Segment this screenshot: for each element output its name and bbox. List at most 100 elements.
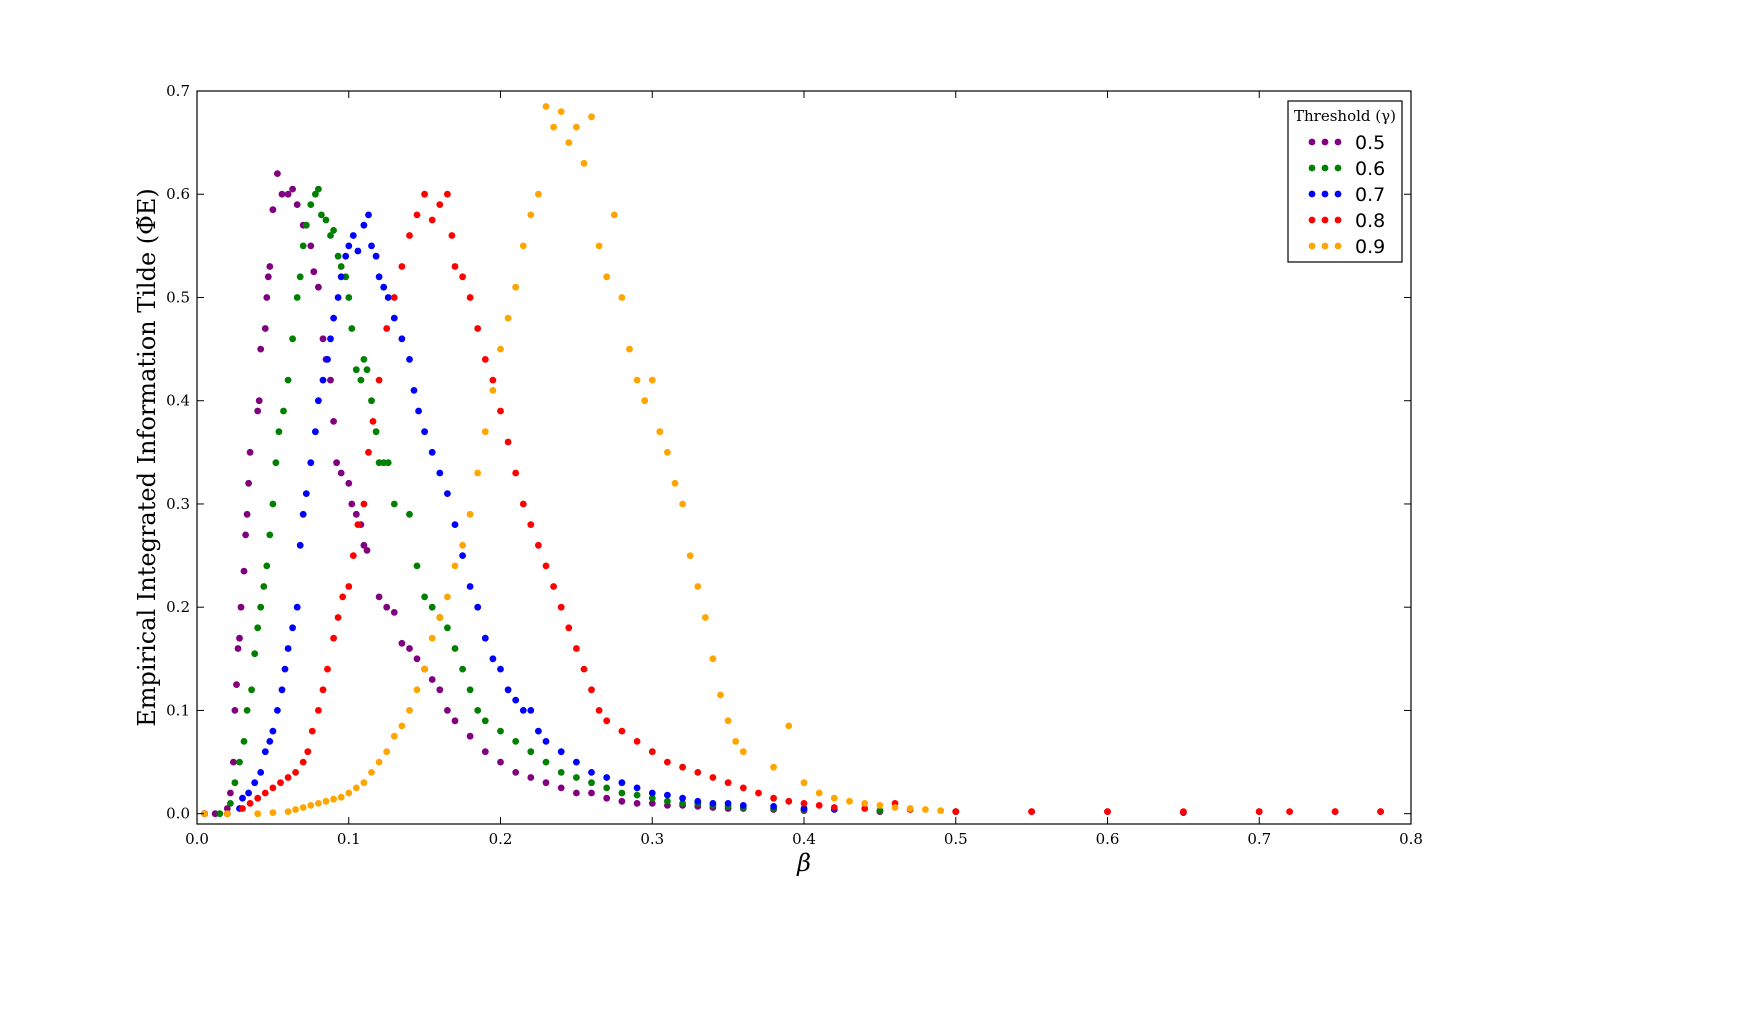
data-point — [557, 603, 565, 611]
data-point — [375, 758, 383, 766]
data-point — [861, 800, 869, 807]
data-point — [223, 810, 231, 818]
data-point — [679, 500, 686, 508]
data-point — [315, 707, 322, 714]
legend: Threshold (γ) 0.5 0.6 0.7 0.8 0.9 — [1287, 100, 1403, 263]
legend-marker — [1334, 190, 1342, 198]
legend-label: 0.5 — [1355, 132, 1385, 154]
data-point — [337, 263, 345, 270]
data-point — [1331, 808, 1339, 815]
data-point — [352, 366, 360, 374]
data-point — [770, 803, 777, 810]
data-point — [365, 448, 372, 456]
data-point — [451, 645, 459, 652]
data-point — [263, 562, 271, 570]
data-point — [459, 273, 466, 281]
legend-label: 0.7 — [1355, 184, 1385, 206]
data-point — [413, 562, 421, 570]
data-point — [280, 407, 287, 415]
data-point — [436, 614, 444, 621]
data-point — [573, 774, 580, 781]
data-point — [497, 727, 504, 735]
data-point — [497, 345, 504, 353]
data-point — [709, 655, 717, 663]
data-point — [310, 268, 318, 276]
data-point — [535, 541, 542, 549]
data-point — [557, 769, 565, 776]
data-point — [327, 232, 334, 239]
data-point — [542, 738, 550, 745]
data-point — [694, 769, 702, 776]
data-point — [937, 807, 944, 814]
data-point — [656, 428, 664, 436]
data-point — [293, 294, 301, 301]
data-point — [380, 283, 388, 291]
data-point — [709, 774, 717, 781]
data-point — [717, 691, 724, 699]
data-point — [368, 397, 375, 405]
data-point — [542, 779, 550, 787]
data-point — [406, 707, 413, 714]
data-point — [557, 784, 565, 792]
data-point — [223, 805, 231, 812]
legend-marker — [1334, 164, 1342, 172]
data-point — [588, 779, 595, 787]
data-point — [497, 758, 504, 766]
plot-frame — [196, 90, 1412, 825]
data-point — [245, 479, 253, 487]
x-tick-label: 0.7 — [1247, 830, 1271, 848]
legend-title: Threshold (γ) — [1294, 107, 1396, 125]
data-point — [906, 805, 914, 812]
data-point — [368, 769, 375, 776]
data-point — [519, 242, 527, 250]
legend-marker — [1321, 190, 1329, 198]
data-point — [243, 510, 251, 518]
data-point — [739, 784, 747, 792]
data-point — [368, 242, 375, 250]
data-point — [354, 521, 362, 528]
data-point — [315, 397, 322, 405]
legend-marker — [1334, 138, 1342, 146]
data-point — [230, 758, 237, 766]
data-point — [315, 800, 322, 807]
data-point — [512, 769, 520, 776]
data-point — [342, 252, 350, 260]
data-point — [231, 707, 239, 714]
data-point — [466, 510, 474, 518]
data-point — [436, 469, 444, 477]
data-point — [428, 634, 436, 642]
data-point — [227, 789, 234, 797]
data-point — [289, 624, 296, 632]
data-point — [444, 490, 451, 497]
data-point — [406, 356, 413, 363]
legend-label: 0.9 — [1355, 236, 1385, 258]
data-point — [251, 650, 259, 658]
data-point — [504, 314, 512, 322]
data-point — [451, 717, 459, 725]
data-point — [337, 793, 345, 801]
data-point — [269, 206, 277, 214]
data-point — [369, 418, 377, 425]
data-point — [573, 758, 580, 766]
x-tick-label: 0.4 — [792, 830, 816, 848]
data-point — [324, 665, 331, 673]
data-point — [278, 190, 286, 198]
data-point — [580, 665, 588, 673]
data-point — [481, 356, 489, 363]
plot-area — [201, 103, 1384, 818]
data-point — [573, 789, 580, 797]
data-point — [527, 774, 535, 781]
data-point — [739, 802, 747, 809]
data-point — [444, 707, 451, 714]
data-point — [770, 794, 777, 802]
legend-item: 0.5 — [1308, 132, 1385, 154]
data-point — [312, 190, 319, 198]
data-point — [459, 552, 466, 559]
data-point — [348, 500, 356, 508]
data-point — [333, 459, 340, 467]
legend-label: 0.6 — [1355, 158, 1385, 180]
data-point — [277, 779, 284, 787]
legend-marker — [1308, 242, 1316, 250]
data-point — [327, 376, 334, 384]
